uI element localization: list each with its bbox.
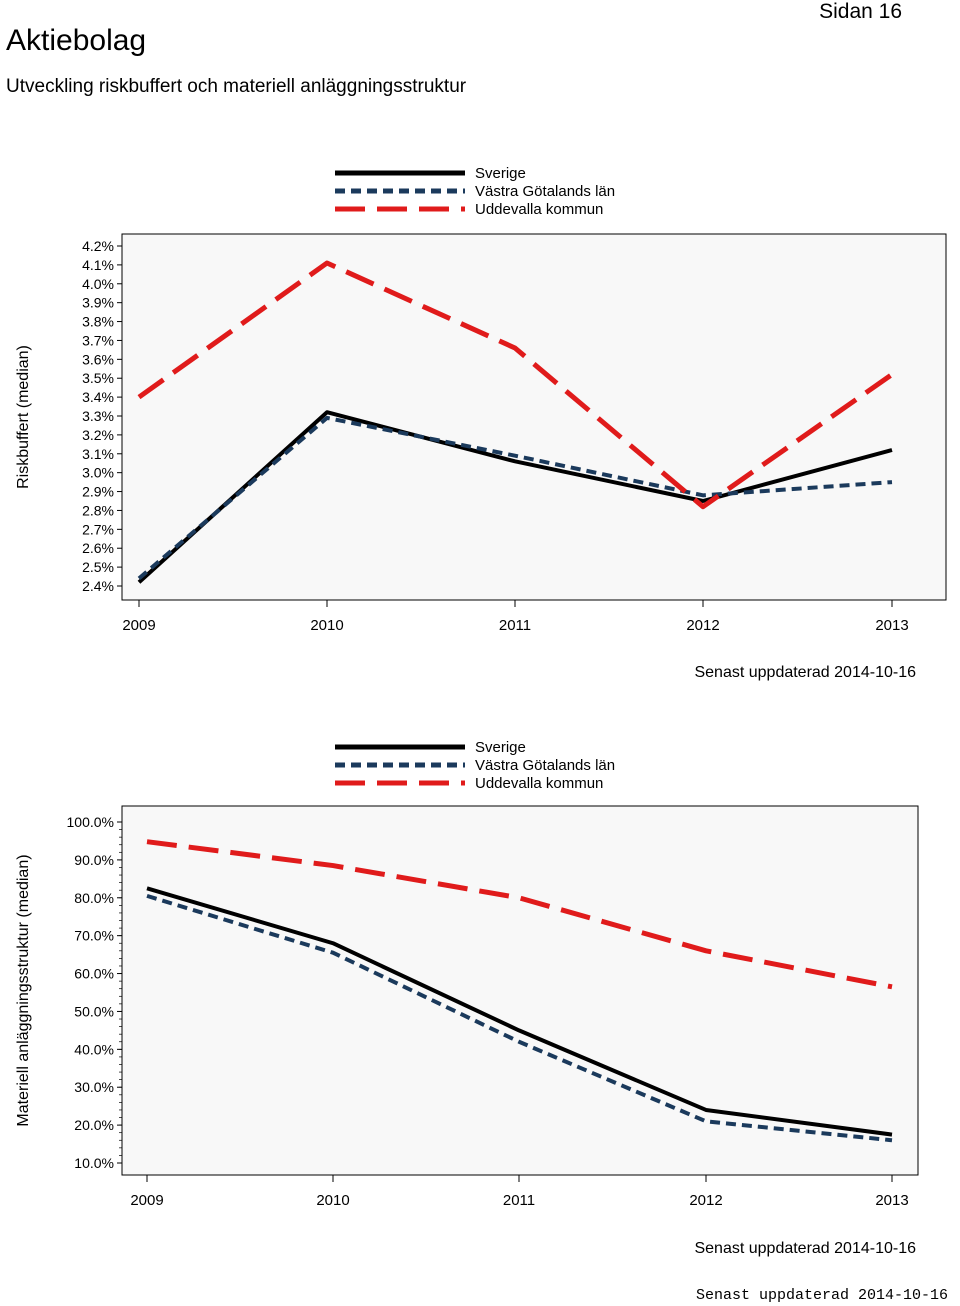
x-tick-label: 2012	[689, 1192, 722, 1209]
y-tick-label: 4.0%	[82, 276, 114, 292]
y-tick-label: 100.0%	[67, 814, 114, 830]
y-tick-label: 10.0%	[74, 1155, 114, 1171]
page-subtitle: Utveckling riskbuffert och materiell anl…	[6, 76, 467, 97]
y-tick-label: 2.6%	[82, 540, 114, 556]
y-tick-label: 3.2%	[82, 427, 114, 443]
y-tick-label: 70.0%	[74, 928, 114, 944]
y-tick-label: 3.7%	[82, 332, 114, 348]
y-tick-label: 50.0%	[74, 1003, 114, 1019]
y-tick-label: 30.0%	[74, 1079, 114, 1095]
legend-label: Västra Götalands län	[475, 183, 615, 200]
y-tick-label: 3.5%	[82, 370, 114, 386]
y-tick-label: 4.2%	[82, 238, 114, 254]
y-tick-label: 60.0%	[74, 966, 114, 982]
y-tick-label: 3.0%	[82, 465, 114, 481]
legend-label: Uddevalla kommun	[475, 201, 603, 218]
y-tick-label: 2.7%	[82, 521, 114, 537]
y-axis-label: Riskbuffert (median)	[15, 345, 32, 489]
legend-label: Sverige	[475, 739, 526, 756]
y-tick-label: 2.4%	[82, 578, 114, 594]
y-tick-label: 2.9%	[82, 484, 114, 500]
plot-area	[121, 805, 919, 1176]
y-axis-label: Materiell anläggningsstruktur (median)	[15, 854, 32, 1126]
series-line	[137, 260, 894, 510]
series-line	[137, 415, 893, 580]
y-tick-label: 3.4%	[82, 389, 114, 405]
legend-label: Västra Götalands län	[475, 757, 615, 774]
x-tick-label: 2010	[310, 617, 343, 634]
y-tick-label: 4.1%	[82, 257, 114, 273]
series-line	[146, 893, 893, 1143]
series-line	[146, 839, 893, 990]
x-tick-label: 2011	[499, 617, 531, 634]
footer-updated: Senast uppdaterad 2014-10-16	[695, 1287, 948, 1304]
x-tick-label: 2013	[875, 1192, 908, 1209]
y-tick-label: 40.0%	[74, 1041, 114, 1057]
x-tick-label: 2010	[316, 1192, 349, 1209]
chart2-updated: Senast uppdaterad 2014-10-16	[694, 1240, 916, 1257]
page-title: Aktiebolag	[6, 24, 147, 57]
plot-area	[121, 233, 947, 601]
y-tick-label: 2.8%	[82, 502, 114, 518]
y-tick-label: 2.5%	[82, 559, 114, 575]
y-tick-label: 3.3%	[82, 408, 114, 424]
y-tick-label: 3.1%	[82, 446, 114, 462]
legend-label: Sverige	[475, 165, 526, 182]
legend-label: Uddevalla kommun	[475, 775, 603, 792]
chart1-updated: Senast uppdaterad 2014-10-16	[694, 664, 916, 681]
x-tick-label: 2009	[122, 617, 155, 634]
series-line	[146, 886, 893, 1137]
y-tick-label: 90.0%	[74, 852, 114, 868]
y-tick-label: 3.8%	[82, 314, 114, 330]
x-tick-label: 2013	[875, 617, 908, 634]
y-tick-label: 3.6%	[82, 351, 114, 367]
page-number: Sidan 16	[819, 0, 902, 23]
y-tick-label: 20.0%	[74, 1117, 114, 1133]
x-tick-label: 2012	[686, 617, 719, 634]
y-tick-label: 3.9%	[82, 295, 114, 311]
y-tick-label: 80.0%	[74, 890, 114, 906]
x-tick-label: 2011	[503, 1192, 535, 1209]
x-tick-label: 2009	[130, 1192, 163, 1209]
